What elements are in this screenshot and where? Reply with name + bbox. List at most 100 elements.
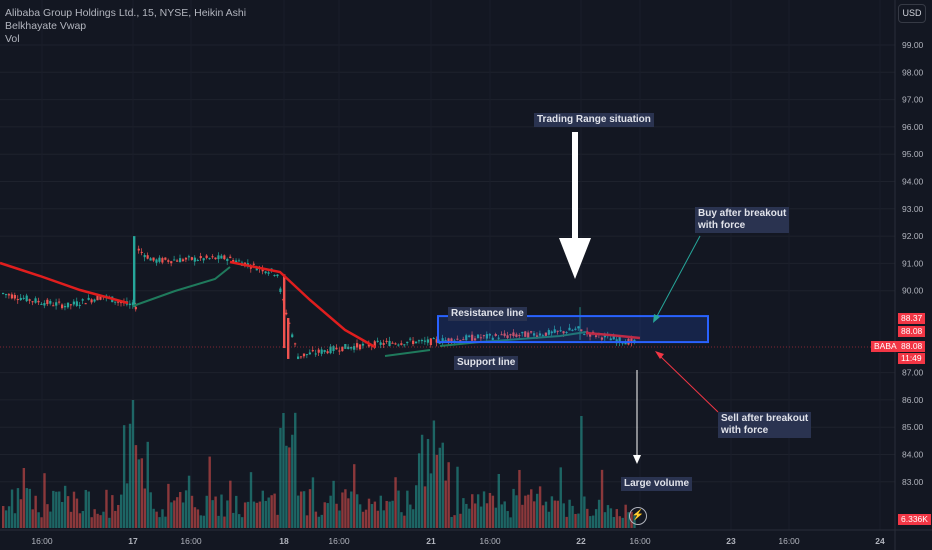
candle-body (415, 341, 418, 344)
candle-body (438, 342, 441, 344)
candle-body (485, 334, 488, 339)
candle-body (317, 349, 320, 353)
candle-body (299, 356, 303, 358)
volume-bar (471, 494, 474, 528)
candle-body (385, 340, 388, 342)
volume-bar (329, 495, 332, 528)
candle-body (273, 274, 276, 276)
volume-bar (459, 513, 462, 528)
annotation-sell[interactable]: Sell after breakout with force (718, 412, 812, 438)
symbol-title[interactable]: Alibaba Group Holdings Ltd., 15, NYSE, H… (5, 7, 247, 19)
volume-bar (190, 495, 194, 528)
candle-body (609, 338, 612, 341)
volume-bar (49, 511, 52, 528)
volume-bar (117, 504, 120, 528)
volume-bar (509, 517, 512, 528)
candle-body (423, 340, 427, 342)
candle-body (190, 257, 193, 260)
annotation-resistance[interactable]: Resistance line (448, 307, 527, 321)
time-tick-label: 16:00 (31, 536, 53, 546)
volume-label[interactable]: Vol (5, 33, 20, 45)
time-tick-label: 16:00 (180, 536, 202, 546)
candle-body (314, 353, 317, 355)
candle-body (335, 347, 338, 350)
volume-bar (93, 509, 96, 528)
candle-body (78, 304, 81, 306)
volume-bar (140, 458, 144, 528)
candle-body (353, 346, 356, 350)
volume-bar (527, 494, 530, 528)
candle-body (594, 335, 598, 337)
volume-bar (521, 504, 524, 528)
volume-bar (96, 513, 99, 528)
candle-body (90, 299, 93, 303)
volume-bar (208, 456, 211, 528)
volume-bar (81, 510, 85, 528)
volume-bar (111, 495, 114, 528)
candle-body (447, 338, 450, 343)
price-tick-label: 84.00 (902, 450, 924, 460)
candle-body (7, 294, 11, 296)
volume-bar (258, 501, 262, 528)
volume-bar (297, 495, 300, 528)
candle-body (25, 295, 28, 302)
candle-body (450, 338, 453, 344)
candle-body (69, 304, 73, 306)
candle-body (468, 335, 471, 338)
time-tick-label: 24 (875, 536, 885, 546)
lightning-icon[interactable]: ⚡ (629, 507, 647, 525)
currency-button[interactable]: USD (898, 4, 926, 23)
volume-bar (335, 503, 338, 528)
candle-body (600, 337, 604, 340)
candle-body (547, 330, 550, 335)
volume-bar (485, 503, 489, 528)
indicator-label[interactable]: Belkhayate Vwap (5, 20, 87, 32)
volume-bar (238, 514, 241, 528)
vwap-segment (132, 266, 231, 307)
volume-bar (447, 462, 450, 528)
time-tick-label: 22 (576, 536, 586, 546)
volume-bar (609, 508, 613, 528)
volume-bar (476, 494, 480, 528)
time-tick-label: 16:00 (629, 536, 651, 546)
candle-body (19, 297, 22, 301)
volume-bar (420, 434, 424, 528)
candle-body (417, 340, 421, 342)
volume-bar (40, 517, 43, 528)
candle-body (28, 299, 31, 301)
volume-bar (358, 504, 362, 528)
annotation-large-volume[interactable]: Large volume (621, 477, 693, 491)
candle-body (229, 256, 232, 259)
candle-body (267, 272, 270, 274)
candle-body (568, 327, 571, 331)
candle-body (323, 350, 326, 353)
annotation-buy[interactable]: Buy after breakout with force (695, 207, 790, 233)
volume-bar (52, 490, 55, 528)
candle-body (612, 336, 615, 340)
volume-bar (232, 512, 235, 528)
volume-bar (90, 517, 93, 528)
volume-bar (353, 464, 356, 528)
volume-bar (235, 495, 238, 528)
candle-body (530, 331, 533, 333)
candle-body (562, 331, 565, 334)
candle-body (235, 260, 238, 263)
volume-bar (120, 494, 123, 528)
volume-bar (187, 475, 191, 528)
volume-bar (500, 504, 503, 528)
candle-body (518, 335, 521, 337)
candle-body (441, 338, 444, 344)
volume-bar (294, 412, 297, 528)
volume-bar (78, 513, 82, 528)
volume-bar (193, 507, 197, 528)
candle-body (541, 335, 545, 337)
vwap-segment (439, 331, 587, 347)
candle-body (347, 346, 350, 349)
volume-bar (538, 486, 542, 528)
candle-body (155, 259, 158, 263)
candle-body (143, 255, 146, 258)
volume-bar (66, 496, 70, 528)
annotation-support[interactable]: Support line (454, 356, 519, 370)
annotation-trading-range[interactable]: Trading Range situation (534, 113, 654, 127)
